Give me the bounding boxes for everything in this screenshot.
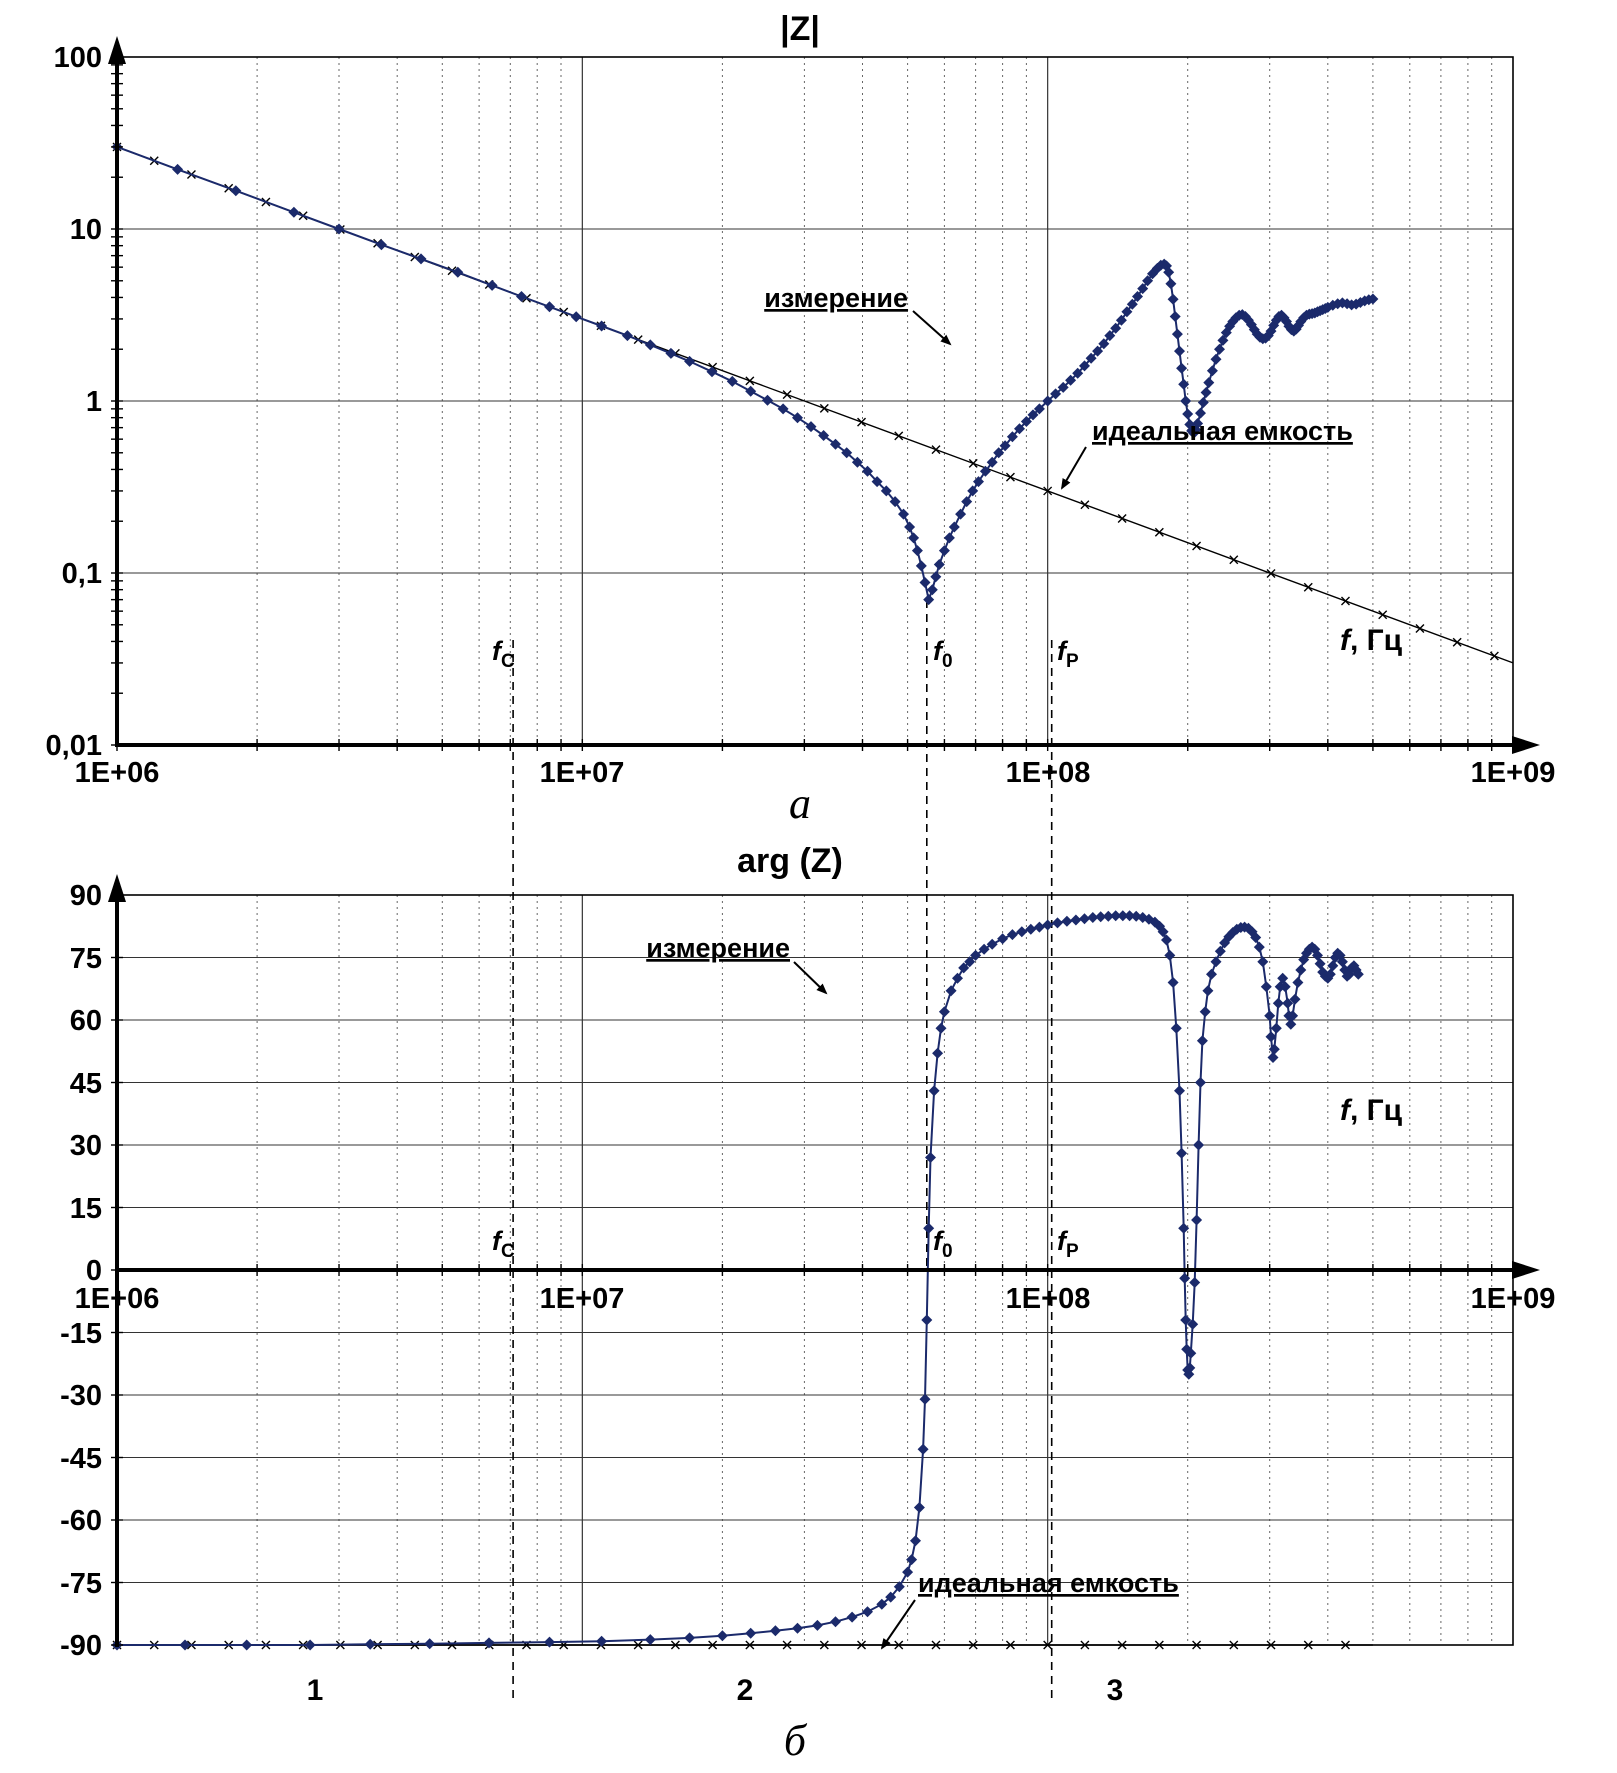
panel-a-label: а	[789, 779, 811, 828]
phase-ytick-0: 0	[86, 1255, 102, 1287]
magnitude-xaxis-label-f: f	[1340, 624, 1353, 657]
phase-fp-label: fP	[1057, 1226, 1079, 1262]
magnitude-title: |Z|	[780, 10, 820, 48]
phase-title: arg (Z)	[737, 842, 843, 880]
phase-xtick-1e6: 1E+06	[75, 1283, 160, 1315]
magnitude-measurement-annotation: измерение	[764, 283, 908, 313]
magnitude-ytick-0p1: 0,1	[62, 558, 102, 590]
magnitude-ytick-1: 1	[86, 386, 102, 418]
phase-grid	[116, 894, 1514, 1646]
phase-ytick-m60: -60	[60, 1505, 102, 1537]
region-label-1: 1	[307, 1674, 324, 1707]
phase-ytick-90: 90	[70, 880, 102, 912]
magnitude-xtick-1e6: 1E+06	[75, 757, 160, 789]
magnitude-fc-label: fC	[492, 636, 515, 672]
magnitude-fp-label: fP	[1057, 636, 1079, 672]
phase-ytick-60: 60	[70, 1005, 102, 1037]
region-label-3: 3	[1107, 1674, 1124, 1707]
magnitude-grid	[116, 56, 1514, 746]
phase-xtick-1e8: 1E+08	[1006, 1283, 1091, 1315]
magnitude-xtick-1e9: 1E+09	[1471, 757, 1556, 789]
phase-curves	[111, 910, 1373, 1651]
magnitude-xtick-1e8: 1E+08	[1006, 757, 1091, 789]
magnitude-curves	[111, 141, 1514, 664]
phase-f0-label: f0	[933, 1226, 953, 1262]
phase-xaxis-label: f, Гц	[1340, 1094, 1403, 1127]
phase-measurement-annotation: измерение	[646, 933, 790, 963]
frequency-marker-lines	[512, 600, 1053, 1700]
phase-xaxis-label-f: f	[1340, 1094, 1353, 1127]
phase-ytick-45: 45	[70, 1068, 102, 1100]
phase-xtick-1e9: 1E+09	[1471, 1283, 1556, 1315]
magnitude-ytick-10: 10	[70, 214, 102, 246]
phase-ytick-75: 75	[70, 943, 102, 975]
magnitude-xtick-1e7: 1E+07	[540, 757, 625, 789]
axes-and-arrows	[108, 36, 1540, 1650]
phase-fc-label: fC	[492, 1226, 515, 1262]
phase-ytick-m90: -90	[60, 1630, 102, 1662]
magnitude-xaxis-label: f, Гц	[1340, 624, 1403, 657]
phase-ytick-m30: -30	[60, 1380, 102, 1412]
phase-xaxis-label-units: , Гц	[1350, 1094, 1403, 1127]
magnitude-ideal-annotation: идеальная емкость	[1092, 416, 1353, 446]
region-label-2: 2	[737, 1674, 754, 1707]
phase-ideal-annotation: идеальная емкость	[918, 1568, 1179, 1598]
panel-b-label: б	[784, 1716, 808, 1765]
magnitude-xaxis-label-units: , Гц	[1350, 624, 1403, 657]
phase-ytick-15: 15	[70, 1193, 102, 1225]
phase-ytick-30: 30	[70, 1130, 102, 1162]
magnitude-f0-label: f0	[933, 636, 953, 672]
magnitude-ytick-100: 100	[54, 42, 102, 74]
phase-ytick-m45: -45	[60, 1443, 102, 1475]
phase-ytick-m75: -75	[60, 1568, 102, 1600]
phase-ytick-m15: -15	[60, 1318, 102, 1350]
phase-xtick-1e7: 1E+07	[540, 1283, 625, 1315]
magnitude-ytick-0p01: 0,01	[46, 730, 102, 762]
